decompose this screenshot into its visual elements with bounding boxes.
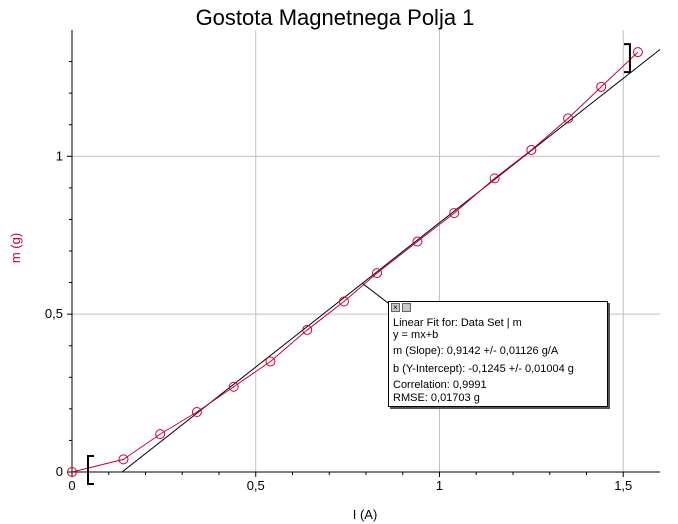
fit-box-titlebar[interactable]: × bbox=[389, 302, 607, 314]
data-point bbox=[155, 429, 166, 440]
data-point bbox=[338, 296, 349, 307]
chart-title: Gostota Magnetnega Polja 1 bbox=[196, 5, 475, 30]
series-line bbox=[71, 51, 639, 473]
x-axis-label: I (A) bbox=[353, 507, 378, 522]
data-point bbox=[489, 173, 500, 184]
fit-box-line-rmse: RMSE: 0,01703 g bbox=[393, 392, 480, 404]
data-point bbox=[302, 324, 313, 335]
data-point bbox=[372, 268, 383, 279]
y-tick-label: 0,5 bbox=[45, 306, 63, 321]
data-point bbox=[191, 407, 202, 418]
close-icon[interactable]: × bbox=[391, 303, 400, 312]
fit-box-line-equation: y = mx+b bbox=[393, 329, 439, 341]
x-tick-label: 1,5 bbox=[614, 478, 632, 493]
series-layer bbox=[67, 47, 643, 477]
data-point bbox=[449, 208, 460, 219]
linear-fit-box[interactable]: × Linear Fit for: Data Set | m y = mx+b … bbox=[388, 301, 608, 407]
range-brackets bbox=[87, 43, 631, 485]
y-tick-label: 0 bbox=[56, 464, 63, 479]
data-point bbox=[596, 81, 607, 92]
fit-box-line-title: Linear Fit for: Data Set | m bbox=[393, 317, 522, 329]
x-tick-label: 0,5 bbox=[247, 478, 265, 493]
y-axis-label: m (g) bbox=[8, 233, 23, 263]
data-point bbox=[265, 356, 276, 367]
fit-box-line-correlation: Correlation: 0,9991 bbox=[393, 379, 487, 391]
fit-box-line-intercept: b (Y-Intercept): -0,1245 +/- 0,01004 g bbox=[393, 363, 574, 375]
range-bracket-start bbox=[87, 455, 94, 485]
data-point bbox=[412, 236, 423, 247]
data-point bbox=[526, 144, 537, 155]
fit-callout-leader bbox=[362, 282, 393, 307]
range-bracket-end bbox=[623, 43, 631, 74]
data-point bbox=[118, 454, 129, 465]
data-point bbox=[563, 113, 574, 124]
data-point bbox=[228, 381, 239, 392]
y-tick-label: 1 bbox=[56, 148, 63, 163]
x-tick-label: 1 bbox=[436, 478, 443, 493]
fit-box-line-slope: m (Slope): 0,9142 +/- 0,01126 g/A bbox=[393, 345, 559, 357]
data-point bbox=[67, 467, 77, 477]
data-point bbox=[632, 47, 643, 58]
x-tick-label: 0 bbox=[68, 478, 75, 493]
axes: 0 0,5 1 1,5 0 0,5 1 bbox=[45, 30, 660, 493]
options-icon[interactable] bbox=[402, 303, 411, 312]
